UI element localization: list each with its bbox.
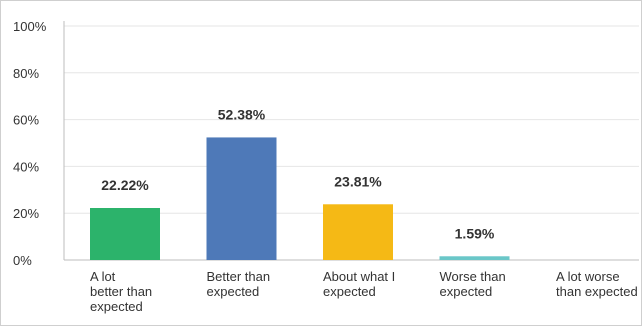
x-tick-label: Worse than expected xyxy=(440,269,506,299)
bar xyxy=(439,256,510,260)
bar xyxy=(90,208,160,260)
y-axis-ticks: 0% 20% 40% 60% 80% 100% xyxy=(13,19,47,268)
x-tick-label: Better than expected xyxy=(207,269,271,299)
y-tick-label: 60% xyxy=(13,113,39,128)
data-label: 1.59% xyxy=(455,225,495,241)
x-tick-label: A lot better than expected xyxy=(90,269,152,314)
data-label: 22.22% xyxy=(101,177,149,193)
bar xyxy=(206,137,277,260)
y-tick-label: 40% xyxy=(13,159,39,174)
category-labels: A lot better than expected Better than expec… xyxy=(90,269,638,314)
y-tick-label: 80% xyxy=(13,66,39,81)
bars xyxy=(90,137,510,260)
x-tick-label: A lot worse than expected xyxy=(556,269,638,299)
y-tick-label: 0% xyxy=(13,253,32,268)
y-tick-label: 100% xyxy=(13,19,47,34)
data-labels: 22.22% 52.38% 23.81% 1.59% xyxy=(101,106,495,241)
bar xyxy=(323,204,393,260)
data-label: 52.38% xyxy=(218,106,266,122)
y-tick-label: 20% xyxy=(13,206,39,221)
data-label: 23.81% xyxy=(334,173,382,189)
